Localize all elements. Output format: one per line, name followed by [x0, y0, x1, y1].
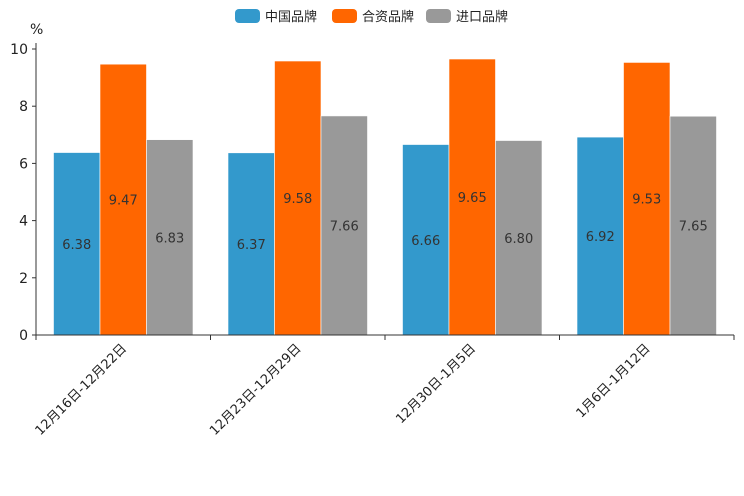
bar-value-label: 9.58 — [283, 192, 312, 207]
legend-swatch — [235, 9, 260, 23]
bar-value-label: 6.37 — [237, 238, 266, 253]
x-tick-label: 12月23日-12月29日 — [207, 341, 304, 438]
bar-value-label: 6.66 — [411, 234, 440, 249]
bar-value-label: 7.66 — [330, 219, 359, 234]
bar-value-label: 9.53 — [632, 193, 661, 208]
y-axis: 0 2 4 6 8 10 — [10, 42, 37, 344]
bar-value-label: 9.65 — [458, 191, 487, 206]
bar — [402, 144, 450, 336]
bar — [669, 115, 717, 336]
legend-label: 进口品牌 — [456, 9, 508, 25]
y-tick-label: 4 — [19, 214, 28, 230]
legend: 中国品牌 合资品牌 进口品牌 — [235, 9, 508, 25]
bar — [274, 60, 322, 336]
bars: 6.38 9.47 6.83 6.37 9.58 7.66 6.66 9.65 6.80 6.92… — [53, 58, 717, 336]
y-tick-label: 6 — [19, 156, 28, 172]
bar — [576, 136, 624, 336]
bar — [146, 139, 194, 336]
legend-swatch — [426, 9, 451, 23]
bar — [227, 152, 275, 336]
bar-value-label: 6.83 — [155, 231, 184, 246]
bar — [448, 58, 496, 336]
y-tick-label: 8 — [19, 99, 28, 115]
bar — [320, 115, 368, 336]
bar-value-label: 6.80 — [504, 232, 533, 247]
bar — [99, 63, 147, 336]
y-axis-unit: % — [30, 22, 43, 38]
y-tick-label: 2 — [19, 271, 28, 287]
legend-label: 中国品牌 — [265, 9, 317, 25]
bar-value-label: 9.47 — [109, 194, 138, 209]
bar-value-label: 6.92 — [586, 230, 615, 245]
y-tick-label: 0 — [19, 328, 28, 344]
x-axis: 12月16日-12月22日 12月23日-12月29日 12月30日-1月5日 1月6… — [33, 334, 735, 439]
x-tick-label: 12月30日-1月5日 — [393, 341, 479, 427]
legend-label: 合资品牌 — [362, 9, 414, 25]
legend-swatch — [332, 9, 357, 23]
x-tick-label: 1月6日-1月12日 — [574, 341, 654, 421]
y-tick-label: 10 — [10, 42, 28, 58]
bar-value-label: 7.65 — [679, 220, 708, 235]
bar — [495, 140, 543, 336]
bar — [623, 62, 671, 336]
x-tick-label: 12月16日-12月22日 — [33, 341, 130, 438]
bar-value-label: 6.38 — [62, 238, 91, 253]
